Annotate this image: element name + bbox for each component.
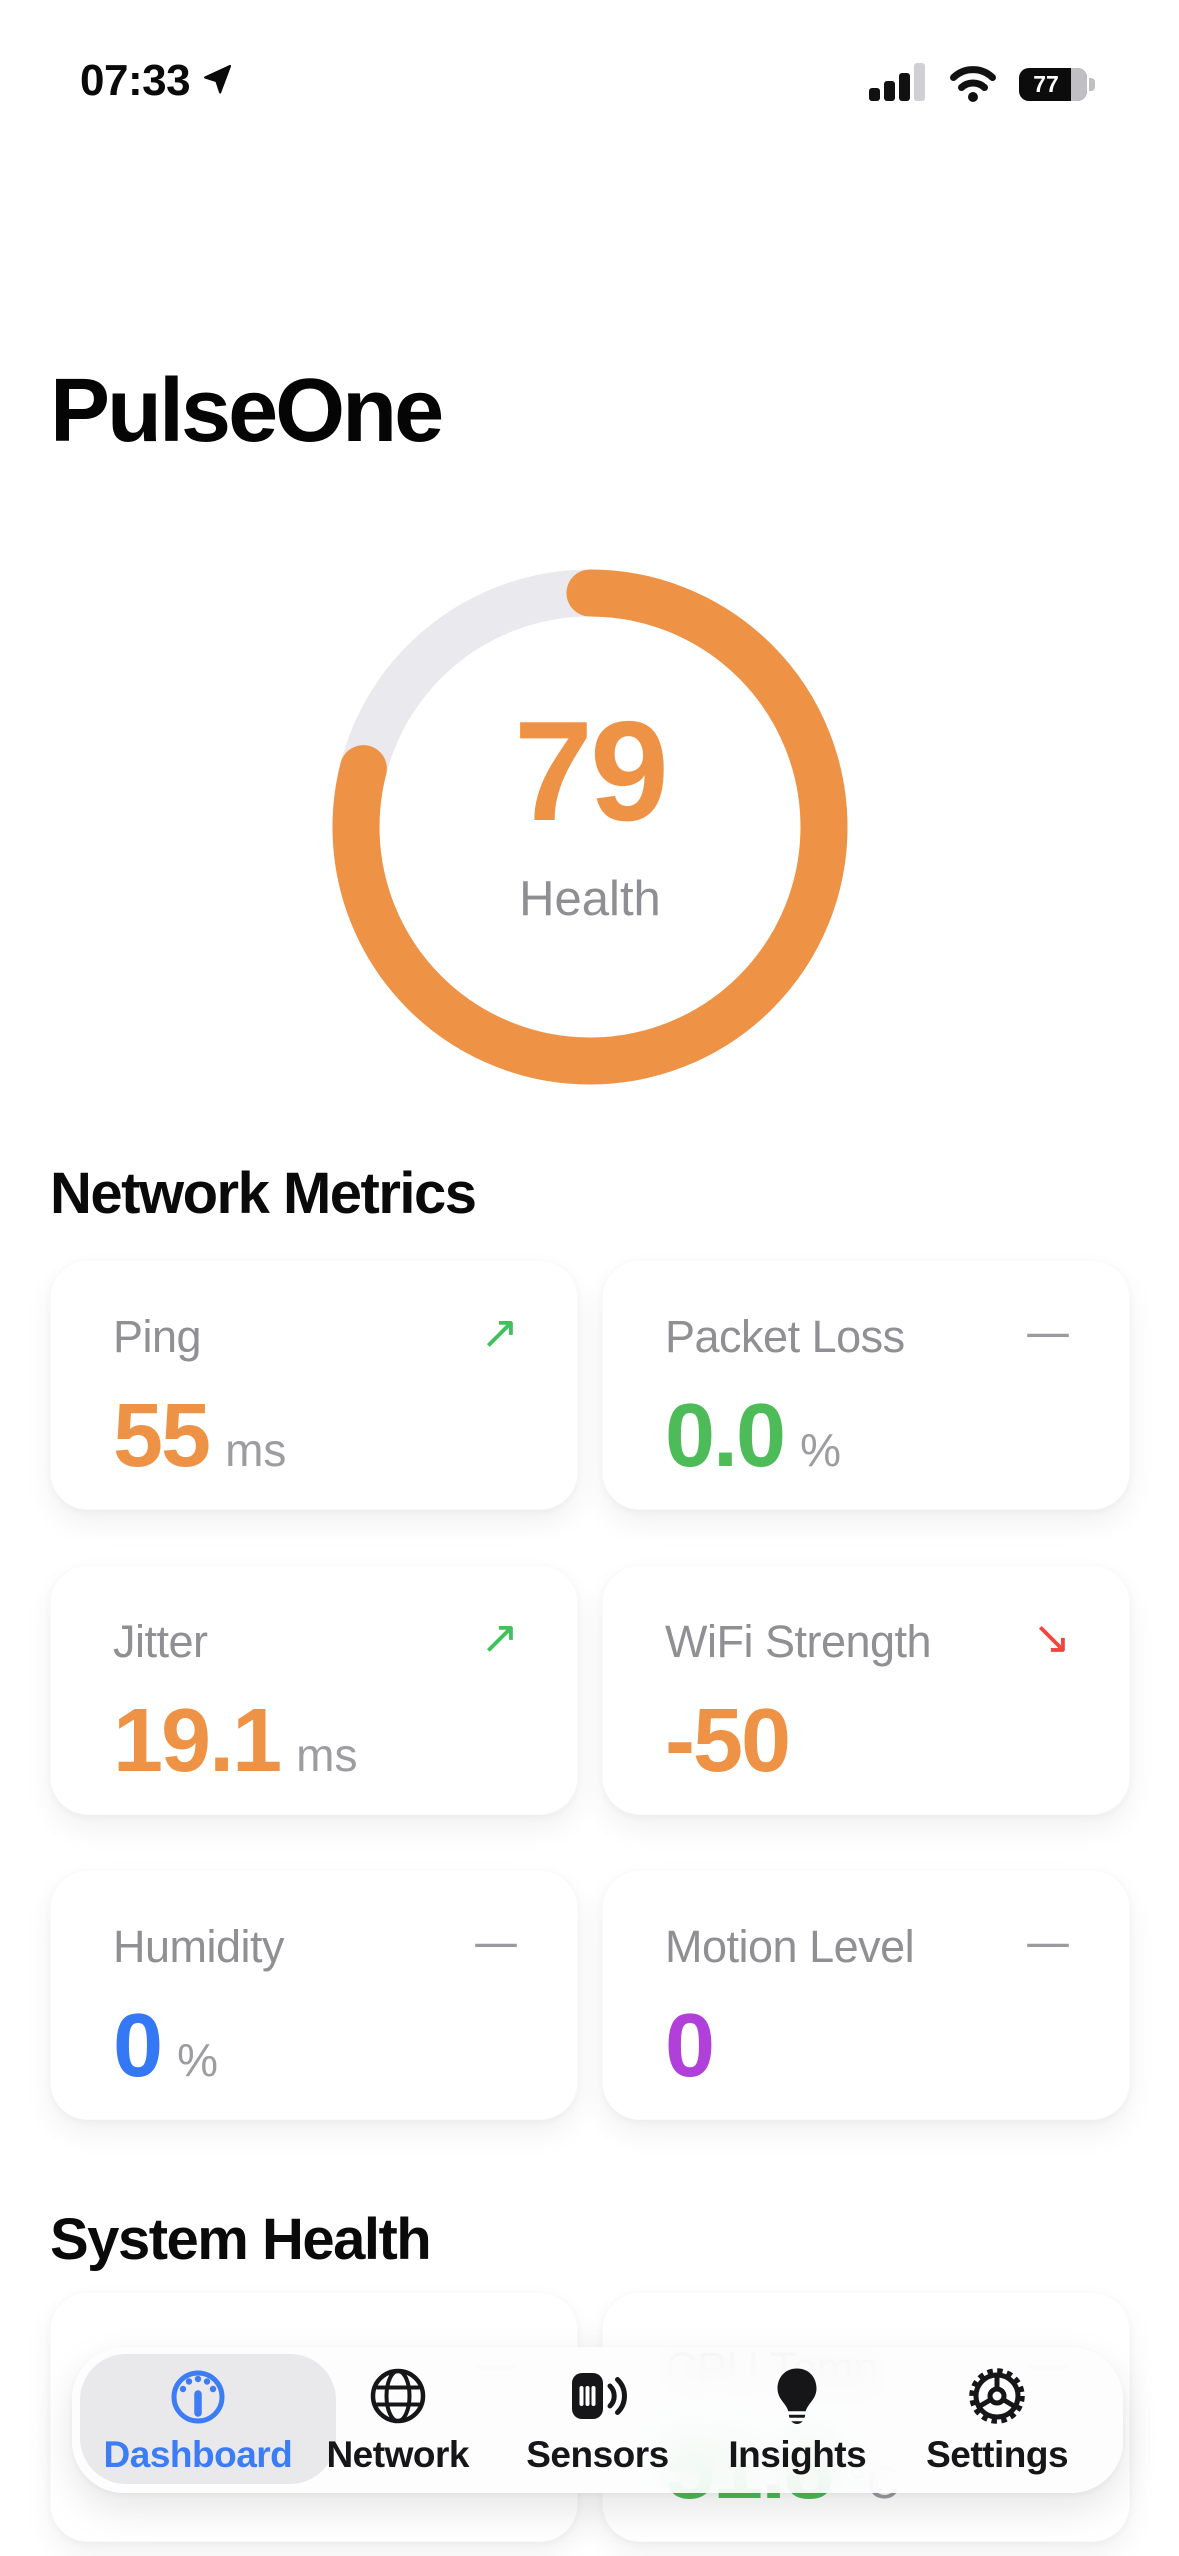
section-title-system-health: System Health — [50, 2207, 432, 2272]
tab-label: Dashboard — [103, 2434, 293, 2475]
metric-value: 0.0 — [665, 1386, 786, 1486]
tab-network[interactable]: Network — [298, 2347, 498, 2493]
metric-unit: ms — [225, 1424, 287, 1476]
status-bar-left: 07:33 — [80, 56, 234, 106]
metric-unit: % — [177, 2034, 218, 2086]
battery-icon: 77 — [1019, 67, 1095, 101]
section-title-network-metrics: Network Metrics — [50, 1161, 477, 1226]
trend-flat-icon: — — [1025, 1915, 1071, 1969]
trend-up-icon: ↗ — [480, 1610, 519, 1664]
status-time: 07:33 — [80, 56, 191, 105]
metric-card-motion-level[interactable]: Motion Level — 0 — [602, 1870, 1130, 2120]
tab-dashboard[interactable]: Dashboard — [98, 2347, 298, 2493]
gear-icon — [969, 2368, 1025, 2424]
trend-up-icon: ↗ — [480, 1305, 519, 1359]
metric-unit: ms — [296, 1729, 358, 1781]
metric-value: 0 — [113, 1996, 163, 2096]
metric-label: Jitter — [113, 1616, 208, 1667]
metric-label: Ping — [113, 1311, 202, 1362]
metric-label: Packet Loss — [665, 1311, 905, 1362]
location-arrow-icon — [200, 62, 234, 101]
tab-sensors[interactable]: Sensors — [498, 2347, 698, 2493]
tab-settings[interactable]: Settings — [897, 2347, 1097, 2493]
metric-value: 55 — [113, 1386, 211, 1486]
metric-label: Humidity — [113, 1921, 285, 1972]
page-title: PulseOne — [50, 361, 444, 461]
metric-unit: % — [800, 1424, 842, 1476]
globe-icon — [370, 2368, 425, 2424]
sensor-icon — [572, 2373, 628, 2419]
metric-card-wifi-strength[interactable]: WiFi Strength ↘ -50 — [602, 1565, 1130, 1815]
metric-card-packet-loss[interactable]: Packet Loss — 0.0 % — [602, 1260, 1130, 1510]
tab-bar: Dashboard Network Sensors — [72, 2347, 1123, 2493]
battery-nub — [1089, 77, 1095, 91]
trend-flat-icon: — — [473, 1915, 519, 1969]
metric-value: -50 — [665, 1691, 791, 1791]
tab-label: Insights — [728, 2434, 867, 2475]
trend-flat-icon: — — [1025, 1305, 1071, 1359]
metric-label: Motion Level — [665, 1921, 915, 1972]
metric-value: 19.1 — [113, 1691, 282, 1791]
battery-empty-segment — [1071, 67, 1087, 101]
tab-insights[interactable]: Insights — [697, 2347, 897, 2493]
metric-card-jitter[interactable]: Jitter ↗ 19.1 ms — [50, 1565, 578, 1815]
lightbulb-icon — [777, 2368, 817, 2424]
metric-card-ping[interactable]: Ping ↗ 55 ms — [50, 1260, 578, 1510]
cellular-signal-icon — [869, 62, 927, 107]
health-ring-gauge: 79 Health — [320, 557, 860, 1097]
metric-label: WiFi Strength — [665, 1616, 932, 1667]
tab-label: Settings — [926, 2434, 1069, 2475]
tab-label: Network — [326, 2434, 469, 2475]
status-bar-right: 77 — [869, 61, 1095, 108]
metric-value: 0 — [665, 1996, 715, 2096]
health-score-label: Health — [519, 872, 661, 926]
gauge-icon — [171, 2370, 225, 2424]
trend-down-icon: ↘ — [1032, 1610, 1071, 1664]
tab-label: Sensors — [526, 2434, 669, 2475]
battery-percent: 77 — [1033, 70, 1059, 97]
health-ring-arc — [332, 569, 848, 1085]
health-score-value: 79 — [514, 692, 669, 851]
metric-card-humidity[interactable]: Humidity — 0 % — [50, 1870, 578, 2120]
wifi-icon — [945, 61, 1001, 108]
